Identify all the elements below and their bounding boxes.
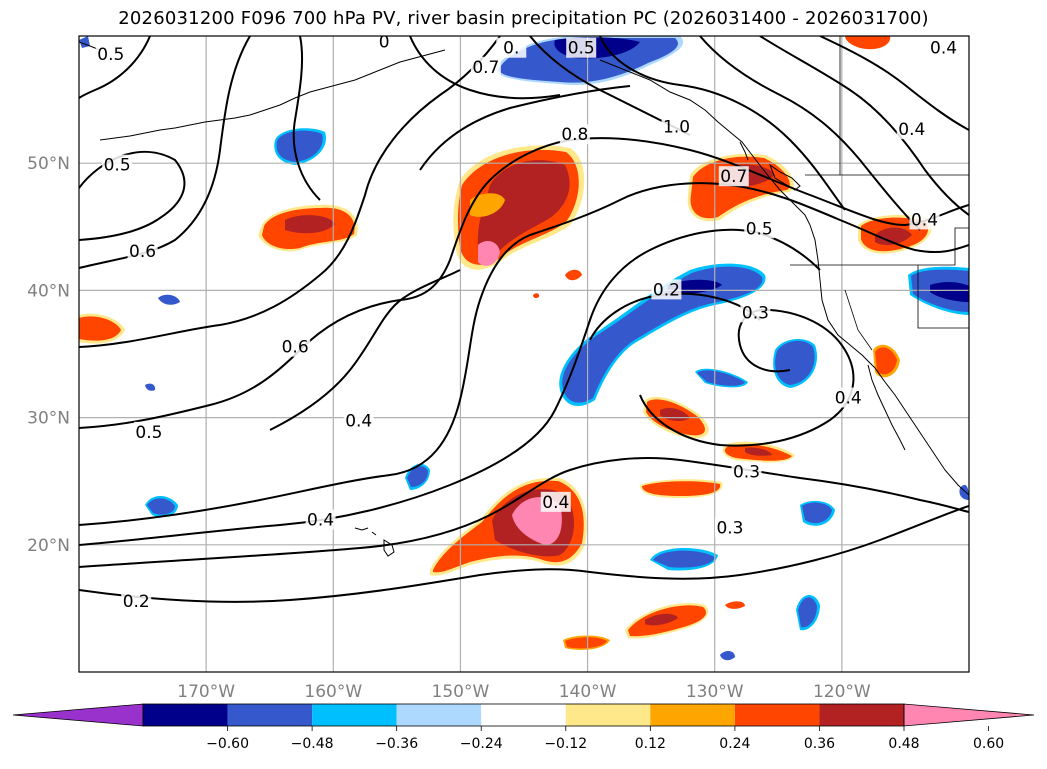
contour-label: 0.5 — [568, 39, 595, 59]
contour-label: 0.3 — [733, 462, 760, 482]
map-title: 2026031200 F096 700 hPa PV, river basin … — [118, 8, 929, 29]
contour-label-bg — [133, 421, 164, 442]
colorbar-tick-label: −0.24 — [460, 736, 503, 752]
contour-label: 0.2 — [123, 592, 150, 612]
contour-label-bg — [470, 56, 501, 77]
contour-label-bg — [744, 218, 775, 239]
lon-tick-label: 160°W — [304, 682, 362, 702]
colorbar-tick-label: −0.12 — [544, 736, 587, 752]
contour-label-bg — [121, 591, 152, 612]
contour-label: 0.4 — [542, 493, 569, 513]
contour-label-bg — [305, 509, 336, 530]
contour-label: 0.6 — [129, 242, 156, 262]
map-frame — [78, 35, 970, 673]
lon-tick-label: 120°W — [813, 682, 871, 702]
contour-label: 0.3 — [716, 518, 743, 538]
lat-tick-label: 30°N — [27, 409, 70, 429]
contour-label-bg — [559, 124, 590, 145]
latitude-axis: 50°N 40°N 30°N 20°N — [27, 154, 70, 556]
colorbar-tick-label: 0.36 — [804, 736, 835, 752]
colorbar-segment — [396, 704, 482, 726]
lat-tick-label: 40°N — [27, 281, 70, 301]
contour-label: 0.4 — [835, 389, 862, 409]
contour-label: 0.4 — [898, 120, 925, 140]
colorbar-tick-label: −0.48 — [291, 736, 334, 752]
contour-label-bg — [896, 119, 927, 140]
lon-tick-label: 130°W — [686, 682, 744, 702]
colorbar-segment — [143, 704, 228, 726]
contour-label: 0.6 — [282, 338, 309, 358]
contour-label-bg — [496, 37, 527, 58]
colorbar-segment — [734, 704, 820, 726]
lat-tick-label: 50°N — [27, 154, 70, 174]
longitude-axis: 170°W 160°W 150°W 140°W 130°W 120°W — [177, 682, 871, 702]
colorbar-outline — [142, 703, 905, 727]
contour-label-bg — [909, 209, 940, 230]
contour-label-bg — [651, 279, 682, 300]
contour-label-bg — [740, 302, 771, 323]
colorbar-segment — [903, 703, 1035, 727]
contour-labels: 0.500.70. 0.5 0.41.00.8 0.40.50.70.5 0.40.60… — [95, 32, 959, 612]
contour-label: 0.4 — [930, 39, 957, 59]
contour-label-bg — [714, 517, 745, 538]
colorbar-segment — [481, 704, 566, 726]
contour-label-bg — [833, 387, 864, 408]
contour-label: 0.2 — [653, 280, 680, 300]
contour-label-bg — [540, 491, 571, 512]
contour-label-bg — [718, 166, 749, 187]
colorbar-segment — [12, 703, 144, 727]
contour-label: 0.7 — [720, 167, 747, 187]
contour-label: 0.5 — [104, 156, 131, 176]
contour-label-bg — [280, 336, 311, 357]
colorbar-tick-label: 0.12 — [635, 736, 666, 752]
contour-label: 0 — [379, 32, 390, 52]
contour-label: 0. — [503, 39, 519, 59]
contour-label: 0.5 — [135, 423, 162, 443]
colorbar-segment — [312, 704, 397, 726]
map-panel[interactable]: 0.500.70. 0.5 0.41.00.8 0.40.50.70.5 0.40.60… — [79, 31, 969, 672]
contour-label-bg — [102, 154, 133, 175]
contour-label-bg — [928, 37, 959, 58]
contour-label-bg — [343, 410, 374, 431]
lat-tick-label: 20°N — [27, 536, 70, 556]
colorbar-tick-label: 0.24 — [719, 736, 750, 752]
contour-label: 1.0 — [663, 118, 690, 138]
contour-label-bg — [566, 37, 597, 58]
colorbar-segment — [650, 704, 735, 726]
contour-label-bg — [369, 36, 400, 52]
contour-label: 0.4 — [307, 511, 334, 531]
contour-label: 0.5 — [97, 45, 124, 65]
contour-label-bg — [661, 116, 692, 137]
contour-label-bg — [95, 44, 126, 65]
contour-label: 0.8 — [561, 125, 588, 145]
colorbar: −0.60 −0.48 −0.36 −0.24 −0.12 0.12 0.24 0.36 0.4… — [12, 703, 1035, 752]
colorbar-segment — [565, 704, 651, 726]
contour-label: 0.4 — [911, 210, 938, 230]
contour-label: 0.7 — [472, 58, 499, 78]
lon-tick-label: 140°W — [559, 682, 617, 702]
lon-tick-label: 170°W — [177, 682, 235, 702]
colorbar-tick-label: 0.48 — [888, 736, 919, 752]
political-boundaries — [790, 36, 969, 351]
contour-label: 0.3 — [742, 303, 769, 323]
contour-label-bg — [731, 461, 762, 482]
contour-label: 0.4 — [345, 411, 372, 431]
precip-negative-shading — [79, 36, 969, 661]
colorbar-tick-label: −0.36 — [375, 736, 418, 752]
colorbar-segment — [819, 704, 904, 726]
colorbar-tick-label: 0.60 — [973, 736, 1004, 752]
lon-tick-label: 150°W — [432, 682, 490, 702]
contour-label-bg — [127, 241, 158, 262]
contour-label: 0.5 — [746, 219, 773, 239]
colorbar-segment — [227, 704, 313, 726]
coastlines — [79, 41, 969, 557]
colorbar-tick-label: −0.60 — [206, 736, 249, 752]
